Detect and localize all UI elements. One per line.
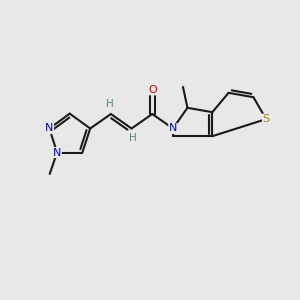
Text: N: N [45,124,53,134]
Text: N: N [169,124,177,134]
Text: S: S [262,114,270,124]
Text: N: N [53,148,61,158]
Text: H: H [129,133,137,143]
Text: O: O [148,85,157,95]
Text: H: H [106,100,113,110]
